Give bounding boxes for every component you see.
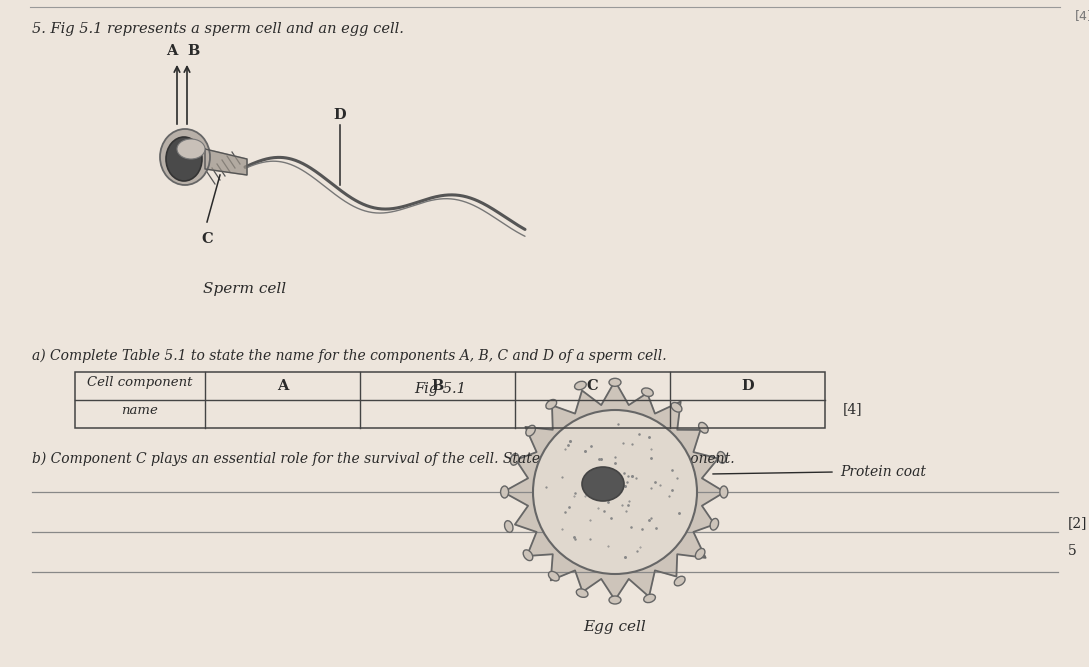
Text: D: D <box>742 379 754 393</box>
Text: C: C <box>201 232 212 246</box>
Ellipse shape <box>644 594 656 602</box>
Ellipse shape <box>671 402 682 412</box>
Text: [4]: [4] <box>843 402 862 416</box>
Polygon shape <box>205 149 247 175</box>
Text: 5: 5 <box>1068 544 1077 558</box>
Text: B: B <box>431 379 443 393</box>
Text: A: A <box>277 379 289 393</box>
Text: Protein coat: Protein coat <box>840 465 926 479</box>
Ellipse shape <box>696 548 705 559</box>
Ellipse shape <box>501 486 509 498</box>
Ellipse shape <box>699 422 708 433</box>
Text: b) Component C plays an essential role for the survival of the cell. State the r: b) Component C plays an essential role f… <box>32 452 735 466</box>
Ellipse shape <box>710 518 719 530</box>
Text: Fig 5.1: Fig 5.1 <box>414 382 466 396</box>
Text: A: A <box>167 44 178 58</box>
Ellipse shape <box>582 467 624 501</box>
Text: Egg cell: Egg cell <box>584 620 647 634</box>
Ellipse shape <box>526 426 536 436</box>
Bar <box>75 372 825 428</box>
Ellipse shape <box>178 139 205 159</box>
Text: Cell component: Cell component <box>87 376 193 389</box>
Text: [4]: [4] <box>1075 9 1089 22</box>
Polygon shape <box>503 381 724 600</box>
Text: C: C <box>587 379 598 393</box>
Text: 5. Fig 5.1 represents a sperm cell and an egg cell.: 5. Fig 5.1 represents a sperm cell and a… <box>32 22 404 36</box>
Text: a) Complete Table 5.1 to state the name for the components A, B, C and D of a sp: a) Complete Table 5.1 to state the name … <box>32 349 666 364</box>
Ellipse shape <box>609 378 621 386</box>
Text: name: name <box>122 404 158 417</box>
Ellipse shape <box>576 589 588 598</box>
Ellipse shape <box>166 137 201 181</box>
Ellipse shape <box>160 129 210 185</box>
Ellipse shape <box>720 486 727 498</box>
Text: [2]: [2] <box>1068 516 1088 530</box>
Ellipse shape <box>546 400 556 409</box>
Text: B: B <box>187 44 199 58</box>
Ellipse shape <box>641 388 653 396</box>
Ellipse shape <box>511 454 518 465</box>
Ellipse shape <box>549 572 560 581</box>
Circle shape <box>533 410 697 574</box>
Ellipse shape <box>674 576 685 586</box>
Text: Sperm cell: Sperm cell <box>204 282 286 296</box>
Text: D: D <box>333 108 346 122</box>
Ellipse shape <box>504 521 513 532</box>
Ellipse shape <box>523 550 533 561</box>
Ellipse shape <box>718 452 725 463</box>
Ellipse shape <box>609 596 621 604</box>
Ellipse shape <box>575 382 586 390</box>
